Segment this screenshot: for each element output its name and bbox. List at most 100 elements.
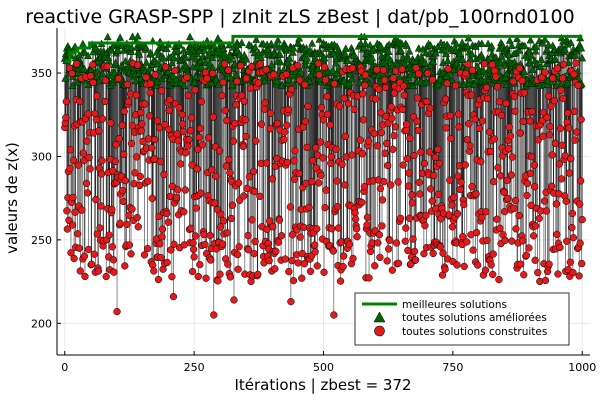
constructed-solution-point: [450, 193, 458, 202]
constructed-solution-point: [198, 141, 207, 149]
constructed-solution-point: [86, 165, 94, 173]
improved-solution-point: [61, 74, 70, 82]
constructed-solution-point: [120, 150, 128, 158]
constructed-solution-point: [542, 207, 551, 215]
constructed-solution-point: [510, 204, 518, 212]
constructed-solution-point: [211, 199, 219, 207]
constructed-solution-point: [216, 270, 224, 278]
constructed-solution-point: [545, 260, 553, 268]
constructed-solution-point: [361, 81, 369, 89]
y-tick-label: 300: [31, 150, 52, 163]
constructed-solution-point: [572, 59, 580, 67]
constructed-solution-point: [162, 63, 170, 71]
constructed-solution-point: [197, 98, 206, 106]
improved-solution-point: [340, 76, 349, 84]
constructed-solution-point: [144, 177, 152, 185]
constructed-solution-point: [216, 223, 225, 231]
constructed-solution-point: [321, 203, 329, 212]
constructed-solution-point: [111, 157, 120, 166]
constructed-solution-point: [63, 207, 71, 215]
constructed-solution-point: [459, 232, 467, 241]
constructed-solution-point: [296, 233, 304, 241]
constructed-solution-point: [168, 182, 177, 191]
constructed-solution-point: [332, 145, 340, 153]
constructed-solution-point: [462, 69, 470, 78]
improved-solution-point: [463, 41, 472, 50]
constructed-solution-point: [567, 154, 575, 163]
improved-solution-point: [295, 34, 304, 42]
improved-solution-point: [397, 46, 406, 54]
constructed-solution-point: [298, 274, 306, 282]
constructed-solution-point: [78, 206, 86, 214]
constructed-solution-point: [66, 164, 74, 173]
constructed-solution-point: [430, 171, 438, 180]
constructed-solution-point: [557, 86, 565, 94]
constructed-solution-point: [260, 105, 269, 113]
constructed-solution-point: [570, 70, 578, 78]
constructed-solution-point: [101, 97, 109, 106]
constructed-solution-point: [330, 311, 338, 319]
constructed-solution-point: [79, 149, 88, 157]
constructed-solution-point: [525, 244, 533, 252]
legend-label-improved: toutes solutions améliorées: [402, 312, 547, 324]
constructed-solution-point: [137, 108, 145, 117]
constructed-solution-point: [530, 183, 539, 191]
constructed-solution-point: [157, 254, 165, 262]
constructed-solution-point: [426, 185, 435, 193]
constructed-solution-point: [486, 147, 495, 156]
constructed-solution-point: [73, 60, 81, 68]
constructed-solution-point: [519, 117, 527, 126]
constructed-solution-point: [240, 192, 248, 200]
constructed-solution-point: [144, 135, 153, 143]
improved-solution-point: [285, 54, 294, 62]
constructed-solution-point: [375, 231, 384, 239]
improved-solution-point: [343, 56, 352, 64]
constructed-solution-point: [392, 239, 401, 247]
constructed-solution-point: [160, 170, 168, 179]
constructed-solution-point: [529, 232, 538, 240]
improved-solution-point: [487, 41, 496, 50]
constructed-solution-point: [496, 172, 505, 180]
constructed-solution-point: [526, 117, 534, 125]
constructed-solution-point: [491, 67, 499, 75]
constructed-solution-point: [400, 91, 408, 99]
improved-solution-point: [213, 47, 222, 56]
constructed-solution-point: [283, 158, 291, 167]
x-tick-label: 1000: [568, 361, 596, 374]
improved-solution-point: [251, 42, 260, 51]
constructed-solution-point: [376, 253, 384, 262]
constructed-solution-point: [402, 224, 410, 232]
constructed-solution-point: [118, 121, 126, 129]
improved-solution-point: [131, 76, 140, 85]
constructed-solution-point: [128, 121, 137, 130]
constructed-solution-point: [108, 243, 117, 251]
constructed-solution-point: [360, 182, 369, 191]
constructed-solution-point: [401, 237, 409, 245]
constructed-solution-point: [378, 196, 387, 204]
constructed-solution-point: [179, 120, 187, 128]
constructed-solution-point: [400, 82, 408, 90]
improved-solution-point: [405, 47, 414, 55]
constructed-solution-point: [539, 108, 548, 117]
constructed-solution-point: [472, 190, 480, 198]
improved-solution-point: [349, 51, 358, 59]
constructed-solution-point: [321, 76, 330, 84]
improved-solution-point: [179, 46, 188, 54]
constructed-solution-point: [552, 200, 561, 208]
constructed-solution-point: [420, 250, 428, 258]
constructed-solution-point: [236, 196, 244, 205]
improved-solution-point: [200, 46, 209, 54]
constructed-solution-point: [271, 265, 279, 273]
constructed-solution-point: [194, 272, 202, 281]
constructed-solution-point: [431, 153, 439, 161]
constructed-solution-point: [530, 161, 538, 169]
constructed-solution-point: [183, 73, 191, 81]
improved-solution-point: [93, 66, 102, 75]
constructed-solution-point: [82, 179, 91, 188]
constructed-solution-point: [169, 292, 178, 301]
improved-solution-point: [551, 54, 560, 63]
constructed-solution-point: [359, 90, 367, 98]
constructed-solution-point: [92, 195, 100, 204]
constructed-solution-point: [234, 179, 243, 187]
constructed-solution-point: [505, 145, 513, 153]
